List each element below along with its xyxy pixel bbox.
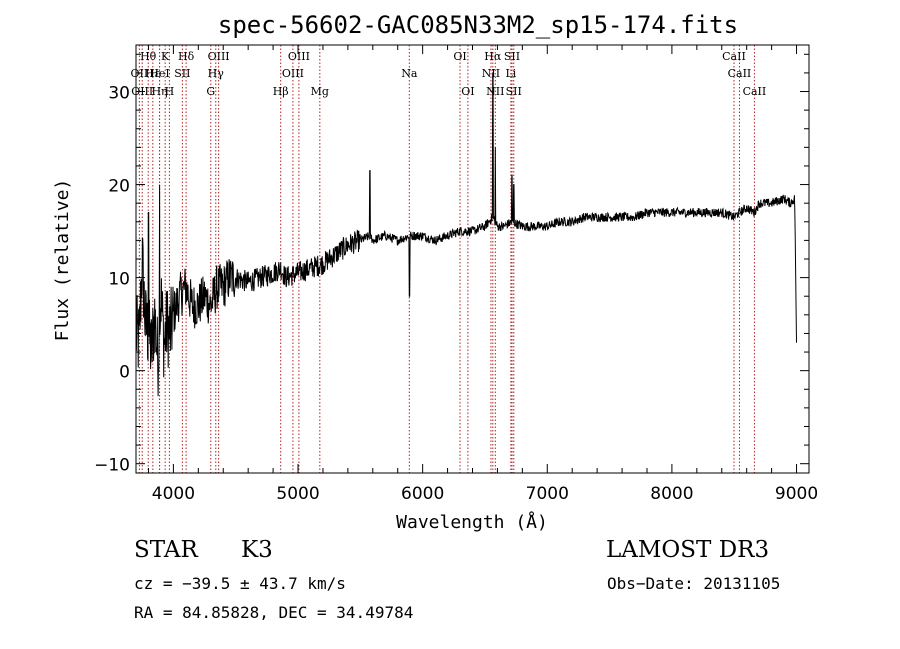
line-label-15: Na [401,67,418,80]
line-label-25: OI [461,85,474,98]
line-label-3: OIII [208,50,230,63]
line-label-17: Li [505,67,516,80]
y-axis-label: Flux (relative) [52,179,73,342]
y-tick-label-1: 0 [119,363,130,383]
y-tick-label-2: 10 [108,270,130,290]
line-label-27: SII [506,85,522,98]
line-label-11: HeI [149,67,169,80]
chart-title: spec-56602-GAC085N33M2_sp15-174.fits [218,11,738,39]
velocity-text: cz = −39.5 ± 43.7 km/s [134,574,346,593]
line-label-9: OII [131,67,149,80]
x-tick-label-5: 9000 [775,484,818,504]
y-axis: −10 0 10 20 30 [94,53,809,476]
line-label-28: CaII [743,85,767,98]
line-label-26: NII [486,85,504,98]
x-tick-label-1: 5000 [276,484,319,504]
subclass-label: K3 [241,537,273,563]
y-tick-label-3: 20 [108,177,130,197]
line-label-6: Hα [484,50,502,63]
line-label-0: Hθ [140,50,157,63]
line-label-10: Hε [145,67,161,80]
x-tick-label-2: 6000 [401,484,444,504]
x-tick-label-4: 8000 [650,484,693,504]
obs-date-text: Obs−Date: 20131105 [607,574,781,593]
line-label-4: OIII [288,50,310,63]
line-label-23: Hβ [273,85,289,98]
line-label-8: CaII [722,50,746,63]
line-label-13: Hγ [208,67,225,80]
line-label-12: SII [174,67,190,80]
line-label-14: OIII [282,67,304,80]
x-axis-label: Wavelength (Å) [396,511,548,533]
line-label-21: H [165,85,175,98]
line-label-20: Hη [151,85,167,98]
line-label-5: OI [453,50,466,63]
y-tick-label-0: −10 [94,456,130,476]
classification-label: STAR [134,537,198,563]
coordinates-text: RA = 84.85828, DEC = 34.49784 [134,603,414,622]
x-tick-label-3: 7000 [526,484,569,504]
plot-frame [135,44,810,474]
x-tick-label-0: 4000 [152,484,195,504]
survey-label: LAMOST DR3 [606,537,770,563]
line-label-22: G [206,85,215,98]
x-axis: 4000 5000 6000 7000 8000 9000 [147,45,818,504]
line-label-2: Hδ [178,50,195,63]
spectrum-line [135,72,797,397]
line-label-24: Mg [311,85,329,98]
spectral-line-markers [138,45,755,473]
line-label-1: K [161,50,170,63]
line-label-7: SII [504,50,520,63]
line-label-18: CaII [728,67,752,80]
y-tick-label-4: 30 [108,84,130,104]
line-label-16: NII [482,67,500,80]
